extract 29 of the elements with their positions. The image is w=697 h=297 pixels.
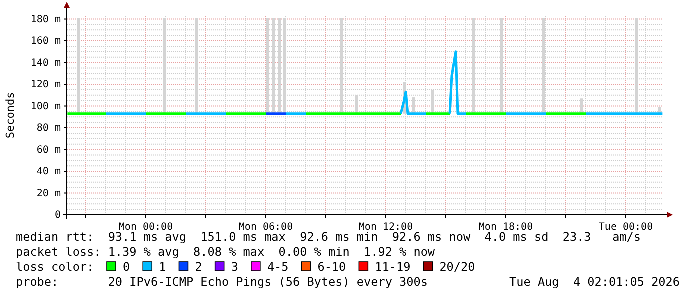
x-tick-label: Mon 18:00 xyxy=(478,222,534,233)
legend-label: 2 xyxy=(195,260,202,274)
legend-label: 20/20 xyxy=(440,260,476,274)
legend-label: 3 xyxy=(231,260,238,274)
legend-label: 6-10 xyxy=(318,260,346,274)
text: probe: 20 IPv6-ICMP Echo Pings (56 Bytes) every 300s xyxy=(16,275,428,289)
y-tick-label: 60 m xyxy=(36,144,61,156)
y-tick-label: 20 m xyxy=(36,188,61,200)
y-tick-label: 180 m xyxy=(30,14,61,26)
legend-label: 1 xyxy=(159,260,166,274)
text: median rtt: 93.1 ms avg 151.0 ms max 92.6 ms min 92.6 ms now 4.0 ms sd 23.3 am/s xyxy=(16,230,642,244)
y-tick-label: 40 m xyxy=(36,166,61,178)
x-tick-label: Mon 06:00 xyxy=(238,222,294,233)
y-tick-label: 80 m xyxy=(36,123,61,134)
legend-label: 4-5 xyxy=(267,260,289,274)
y-axis-title: Seconds xyxy=(4,92,17,139)
x-tick-label: Mon 00:00 xyxy=(118,222,174,233)
text: packet loss: 1.39 % avg 8.08 % max 0.00 % min 1.92 % now xyxy=(16,245,436,259)
y-tick-label: 100 m xyxy=(30,101,61,112)
legend-label: 11-19 xyxy=(375,260,411,274)
legend-label: 0 xyxy=(123,260,130,274)
x-tick-label: Mon 12:00 xyxy=(358,222,414,233)
y-tick-label: 0 xyxy=(54,210,61,222)
text: Tue Aug 4 02:01:05 2026 xyxy=(510,275,680,289)
y-tick-label: 140 m xyxy=(30,58,61,69)
y-tick-label: 120 m xyxy=(30,80,61,91)
legend-title: loss color: xyxy=(16,260,94,274)
y-tick-label: 160 m xyxy=(30,36,61,48)
x-tick-label: Tue 00:00 xyxy=(598,222,654,233)
